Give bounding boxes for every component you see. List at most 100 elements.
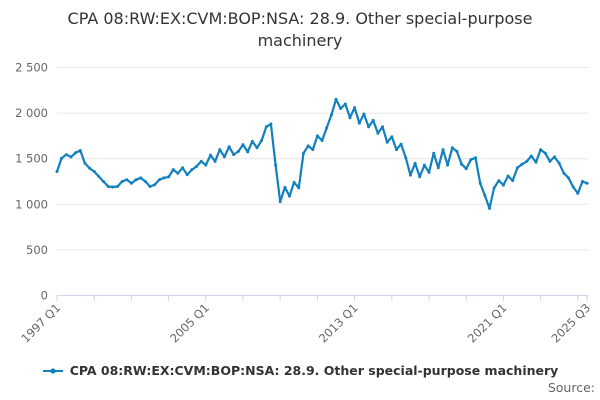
data-point-marker[interactable] [204, 163, 208, 167]
data-point-marker[interactable] [60, 156, 64, 160]
data-point-marker[interactable] [157, 178, 161, 182]
data-point-marker[interactable] [92, 170, 96, 173]
data-point-marker[interactable] [269, 122, 273, 126]
data-point-marker[interactable] [213, 159, 217, 163]
data-point-marker[interactable] [571, 185, 575, 189]
data-point-marker[interactable] [404, 156, 408, 160]
data-point-marker[interactable] [381, 125, 384, 129]
data-point-marker[interactable] [534, 160, 538, 164]
data-point-marker[interactable] [553, 155, 556, 159]
data-point-marker[interactable] [171, 168, 175, 172]
data-point-marker[interactable] [529, 154, 533, 158]
data-point-marker[interactable] [306, 144, 310, 148]
data-point-marker[interactable] [385, 140, 389, 144]
data-point-marker[interactable] [302, 151, 305, 155]
data-point-marker[interactable] [143, 180, 147, 183]
data-point-marker[interactable] [506, 174, 510, 178]
data-point-marker[interactable] [78, 149, 82, 152]
data-point-marker[interactable] [488, 206, 491, 210]
data-point-marker[interactable] [362, 112, 366, 116]
data-point-marker[interactable] [106, 185, 110, 188]
data-point-marker[interactable] [88, 166, 92, 170]
data-point-marker[interactable] [111, 185, 115, 189]
data-point-marker[interactable] [497, 179, 501, 183]
data-point-marker[interactable] [436, 166, 440, 170]
data-point-marker[interactable] [567, 176, 570, 180]
data-point-marker[interactable] [460, 162, 464, 166]
data-point-marker[interactable] [264, 125, 268, 129]
data-point-marker[interactable] [69, 155, 73, 159]
data-point-marker[interactable] [311, 148, 315, 152]
data-point-marker[interactable] [129, 181, 133, 185]
legend-item[interactable]: CPA 08:RW:EX:CVM:BOP:NSA: 28.9. Other sp… [42, 363, 558, 378]
data-point-marker[interactable] [539, 148, 543, 152]
data-point-marker[interactable] [455, 149, 459, 153]
data-point-marker[interactable] [427, 170, 431, 174]
data-point-marker[interactable] [511, 179, 515, 183]
data-point-marker[interactable] [320, 139, 324, 142]
data-point-marker[interactable] [241, 143, 245, 147]
data-point-marker[interactable] [334, 97, 338, 101]
data-point-marker[interactable] [441, 148, 445, 152]
data-point-marker[interactable] [395, 148, 398, 152]
data-point-marker[interactable] [283, 185, 287, 189]
data-point-marker[interactable] [371, 118, 375, 122]
data-point-marker[interactable] [199, 159, 203, 163]
data-point-marker[interactable] [315, 134, 319, 138]
data-point-marker[interactable] [474, 156, 477, 160]
data-point-marker[interactable] [288, 194, 291, 198]
data-point-marker[interactable] [227, 145, 231, 149]
data-point-marker[interactable] [274, 163, 278, 167]
data-point-marker[interactable] [520, 162, 524, 166]
data-point-marker[interactable] [236, 149, 240, 153]
data-point-marker[interactable] [329, 113, 333, 117]
data-point-marker[interactable] [148, 185, 152, 188]
data-point-marker[interactable] [297, 186, 301, 190]
data-point-marker[interactable] [408, 173, 412, 177]
data-point-marker[interactable] [260, 139, 264, 142]
data-point-marker[interactable] [446, 163, 450, 167]
data-point-marker[interactable] [367, 125, 371, 129]
data-point-marker[interactable] [195, 165, 198, 168]
data-point-marker[interactable] [478, 181, 482, 185]
series-line[interactable] [55, 98, 589, 210]
data-point-marker[interactable] [102, 180, 105, 183]
data-point-marker[interactable] [250, 139, 254, 143]
data-point-marker[interactable] [515, 166, 519, 170]
data-point-marker[interactable] [543, 151, 547, 155]
data-point-marker[interactable] [74, 151, 78, 155]
data-point-marker[interactable] [581, 180, 584, 183]
data-point-marker[interactable] [55, 170, 59, 173]
data-point-marker[interactable] [376, 131, 380, 135]
data-point-marker[interactable] [432, 151, 436, 155]
data-point-marker[interactable] [153, 183, 157, 187]
data-point-marker[interactable] [222, 155, 226, 159]
data-point-marker[interactable] [125, 178, 129, 182]
data-point-marker[interactable] [399, 142, 403, 146]
data-point-marker[interactable] [413, 161, 417, 165]
data-point-marker[interactable] [450, 146, 454, 150]
data-point-marker[interactable] [483, 193, 487, 197]
data-point-marker[interactable] [190, 168, 194, 172]
data-point-marker[interactable] [585, 181, 589, 185]
data-point-marker[interactable] [464, 167, 468, 171]
data-point-marker[interactable] [218, 148, 222, 152]
data-point-marker[interactable] [390, 135, 394, 139]
data-point-marker[interactable] [469, 158, 473, 162]
data-point-marker[interactable] [185, 173, 189, 177]
data-point-marker[interactable] [97, 175, 101, 178]
data-point-marker[interactable] [139, 176, 143, 180]
data-point-marker[interactable] [116, 185, 119, 188]
data-point-marker[interactable] [548, 159, 552, 163]
data-point-marker[interactable] [492, 186, 496, 190]
data-point-marker[interactable] [167, 175, 171, 179]
data-point-marker[interactable] [357, 121, 361, 125]
data-point-marker[interactable] [255, 146, 259, 150]
data-point-marker[interactable] [83, 161, 87, 165]
data-point-marker[interactable] [64, 153, 68, 157]
data-point-marker[interactable] [562, 171, 566, 175]
data-point-marker[interactable] [325, 126, 329, 130]
data-point-marker[interactable] [134, 178, 138, 182]
data-point-marker[interactable] [339, 107, 343, 110]
data-point-marker[interactable] [418, 175, 422, 179]
